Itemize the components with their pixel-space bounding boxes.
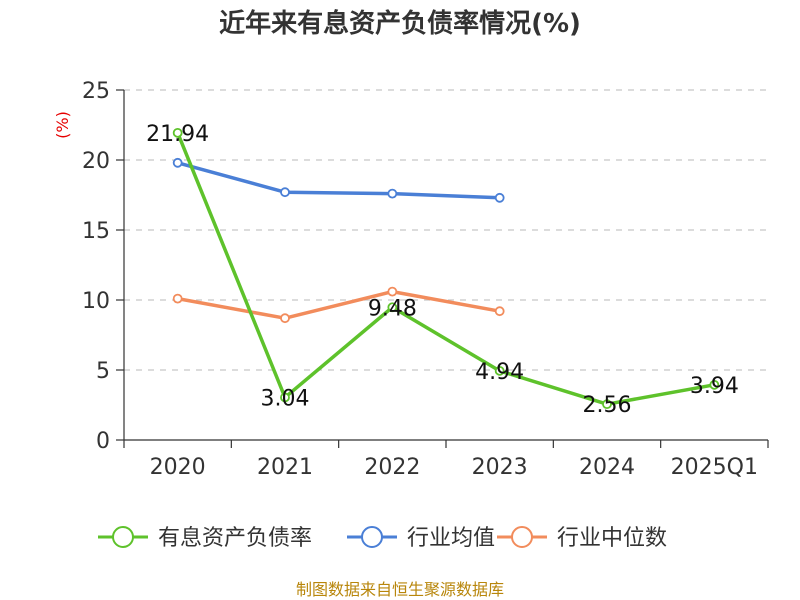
legend-marker — [511, 526, 533, 548]
y-tick-label: 0 — [96, 429, 110, 454]
data-point — [172, 127, 183, 138]
series-line — [176, 132, 715, 406]
data-point — [602, 399, 612, 410]
legend: 有息资产负债率 行业均值 行业中位数 — [98, 526, 667, 551]
y-tick-label: 10 — [82, 289, 110, 314]
legend-marker — [361, 526, 383, 548]
data-label: 21.94 — [146, 122, 209, 147]
axes: 0 5 10 15 20 25 2020 2021 2022 2023 2024 2025Q1 — [82, 79, 769, 480]
legend-marker — [112, 526, 134, 548]
y-tick-label: 25 — [82, 79, 110, 104]
series-line — [177, 289, 500, 320]
data-point — [172, 157, 183, 168]
y-tick-label: 15 — [82, 219, 110, 244]
y-axis-unit: (%) — [53, 111, 72, 139]
x-tick-label: 2024 — [579, 455, 635, 480]
data-point — [172, 293, 183, 304]
data-labels: 21.94 3.04 9.48 4.94 2.56 3.94 — [146, 122, 739, 418]
legend-label: 行业中位数 — [557, 526, 667, 551]
x-tick-label: 2023 — [472, 455, 528, 480]
legend-label: 有息资产负债率 — [158, 526, 312, 551]
x-tick-label: 2025Q1 — [671, 455, 758, 480]
y-tick-label: 5 — [96, 359, 110, 384]
x-tick-label: 2022 — [364, 455, 420, 480]
data-point — [280, 313, 290, 324]
x-tick-label: 2021 — [257, 455, 313, 480]
data-point — [709, 379, 720, 390]
data-point — [280, 392, 290, 403]
x-tick-label: 2020 — [150, 455, 206, 480]
data-point — [280, 187, 290, 198]
series-line — [177, 161, 500, 200]
data-point — [494, 306, 505, 317]
data-point — [494, 192, 505, 203]
chart-title: 近年来有息资产负债率情况(%) — [219, 8, 581, 39]
data-source-note: 制图数据来自恒生聚源数据库 — [296, 580, 504, 599]
data-label: 4.94 — [475, 360, 524, 385]
data-point — [387, 286, 398, 297]
data-label: 9.48 — [368, 296, 417, 321]
data-point — [387, 302, 398, 313]
data-label: 3.04 — [261, 386, 310, 411]
data-point — [494, 365, 505, 376]
data-label: 3.94 — [690, 374, 739, 399]
grid-lines — [124, 89, 768, 371]
data-point — [387, 188, 398, 199]
data-label: 2.56 — [583, 393, 632, 418]
legend-label: 行业均值 — [407, 526, 495, 551]
y-tick-label: 20 — [82, 149, 110, 174]
series-lines — [172, 127, 720, 410]
